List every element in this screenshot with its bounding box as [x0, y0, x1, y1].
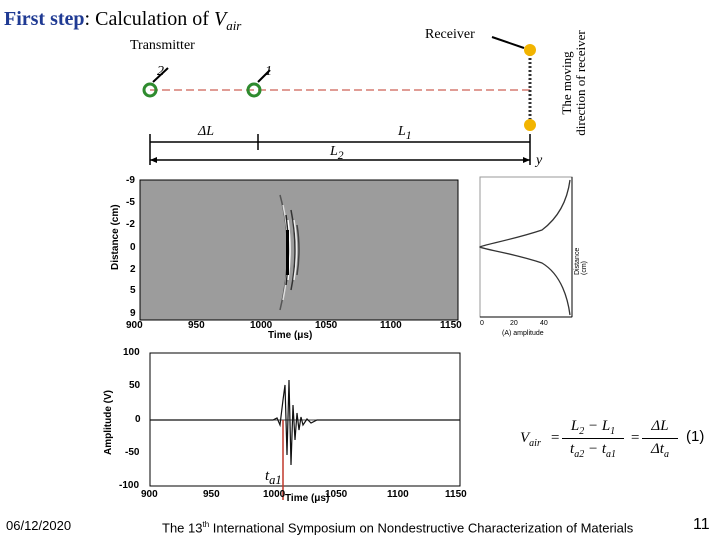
eq-num1: L2 − L1 — [570, 418, 616, 437]
bscan-peak — [286, 230, 289, 275]
bscan-ytick: -5 — [126, 197, 135, 208]
eq-lhs: Vair — [520, 430, 541, 449]
waveform-trace — [150, 379, 460, 466]
amp-profile-ylabel: Distance (cm) — [574, 247, 588, 275]
bscan-ylabel: Distance (cm) — [110, 204, 121, 270]
eq-den1: ta2 − ta1 — [570, 441, 616, 460]
arrow-receiver — [491, 36, 525, 49]
amplitude-profile: 0 20 40 (A) amplitude Distance (cm) — [472, 175, 588, 340]
amp-profile-svg — [479, 176, 573, 318]
waveform-figure: Amplitude (V) Time (μs) 100 50 0 -50 -10… — [95, 345, 475, 515]
transmitter-label: Transmitter — [130, 38, 195, 53]
arrow-2 — [152, 67, 169, 83]
bscan-xtick: 900 — [126, 320, 143, 331]
ta1-label: ta1 — [265, 468, 282, 487]
equation-number: (1) — [686, 428, 705, 445]
bscan-figure: Distance (cm) Time (μs) -9 -5 -2 0 2 5 9… — [100, 175, 470, 345]
eq-num2: ΔL — [651, 418, 669, 434]
y-label: y — [536, 153, 543, 168]
equation: Vair = L2 − L1 ta2 − ta1 = ΔL Δta — [520, 416, 720, 466]
transmitter-2-icon — [142, 82, 158, 98]
amp-profile-xlabel: (A) amplitude — [502, 330, 544, 337]
bscan-ytick: 9 — [130, 308, 136, 319]
slide-title: First step: Calculation of Vair — [4, 8, 241, 34]
waveform-xlabel: Time (μs) — [285, 493, 330, 504]
bscan-ytick: 2 — [130, 264, 136, 275]
bscan-xlabel: Time (μs) — [268, 330, 313, 341]
bscan-xtick: 950 — [188, 320, 205, 331]
bscan-xtick: 1100 — [380, 320, 402, 331]
bscan-ytick: -2 — [126, 219, 135, 230]
eq-den2: Δta — [651, 441, 669, 460]
bscan-xtick: 1050 — [315, 320, 338, 331]
moving-direction-label: The moving direction of receiver — [559, 30, 588, 136]
page-number: 11 — [693, 516, 710, 533]
title-sub: air — [226, 18, 242, 33]
receiver-top-icon — [524, 44, 536, 56]
transmitter-1-icon — [246, 82, 262, 98]
bscan-xtick: 1150 — [440, 320, 462, 331]
l2-label: L2 — [330, 144, 344, 162]
title-rest: : Calculation of — [84, 8, 214, 30]
bscan-svg — [139, 179, 459, 321]
pos1-label: 1 — [265, 64, 272, 79]
footer-date: 06/12/2020 — [6, 518, 72, 533]
amp-profile-curve — [479, 179, 571, 316]
bscan-ytick: 5 — [130, 285, 136, 296]
bscan-ytick: -9 — [126, 175, 135, 186]
setup-diagram — [142, 36, 536, 165]
delta-l-label: ΔL — [198, 124, 215, 139]
title-bold: First step — [4, 8, 85, 30]
pos2-label: 2 — [157, 64, 164, 79]
arrow-1 — [257, 69, 271, 83]
footer-conference: The 13th International Symposium on Nond… — [162, 520, 634, 536]
waveform-ylabel: Amplitude (V) — [103, 390, 114, 455]
receiver-bottom-icon — [524, 119, 536, 131]
title-var: V — [213, 8, 227, 30]
receiver-label: Receiver — [425, 27, 475, 42]
l1-label: L1 — [398, 124, 412, 142]
bscan-ytick: 0 — [130, 242, 136, 253]
waveform-svg — [149, 352, 461, 500]
bscan-xtick: 1000 — [250, 320, 273, 331]
